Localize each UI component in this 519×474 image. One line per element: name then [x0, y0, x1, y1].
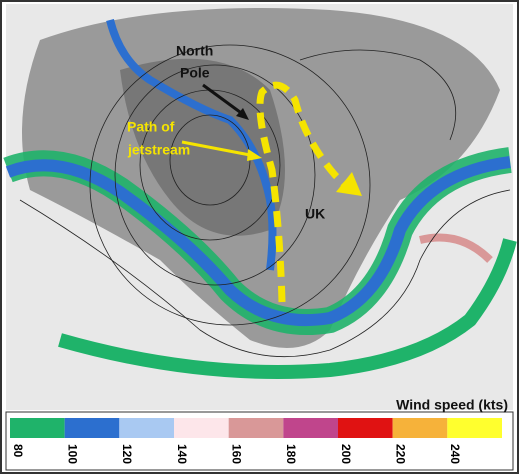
legend-tick-label: 160 [229, 444, 243, 464]
legend-tick-label: 120 [120, 444, 134, 464]
legend-swatch [447, 418, 502, 438]
annotation: Pole [180, 65, 210, 81]
legend-tick-label: 200 [339, 444, 353, 464]
annotation: North [176, 43, 213, 59]
legend-tick-label: 140 [175, 444, 189, 464]
north-pole-arrow [202, 83, 245, 117]
legend-swatch [228, 418, 284, 438]
jet-max [419, 233, 493, 263]
jetstream-path [256, 81, 353, 303]
legend-tick-label: 100 [65, 444, 79, 464]
legend-tick-label: 220 [393, 444, 407, 464]
annotation: jetstream [127, 142, 190, 158]
legend: Wind speed (kts) 80 100 120 140 160 180 200 220… [5, 397, 514, 471]
legend-swatch [338, 418, 393, 438]
legend-tick-label: 180 [284, 444, 298, 464]
jetstream-arrowhead-label [247, 149, 262, 161]
legend-tick-label: 240 [448, 444, 462, 464]
legend-swatch [283, 418, 338, 438]
legend-title: Wind speed (kts) [396, 397, 508, 413]
north-pole-arrowhead [236, 108, 249, 120]
annotation: Path of [127, 119, 175, 135]
jet-band [58, 238, 517, 379]
legend-swatch [174, 418, 229, 438]
legend-swatch [10, 418, 65, 438]
map: North Pole Path of jetstream UK [3, 4, 517, 410]
jet-core [5, 156, 511, 327]
jetstream-arrow [181, 140, 251, 157]
legend-swatch [119, 418, 174, 438]
annotation: UK [305, 206, 325, 222]
legend-swatch [64, 418, 120, 438]
jet-core [106, 18, 277, 271]
legend-tick-label: 80 [11, 444, 25, 458]
contours [19, 44, 511, 358]
jetstream-arrowhead [336, 172, 362, 196]
legend-swatch [392, 418, 448, 438]
